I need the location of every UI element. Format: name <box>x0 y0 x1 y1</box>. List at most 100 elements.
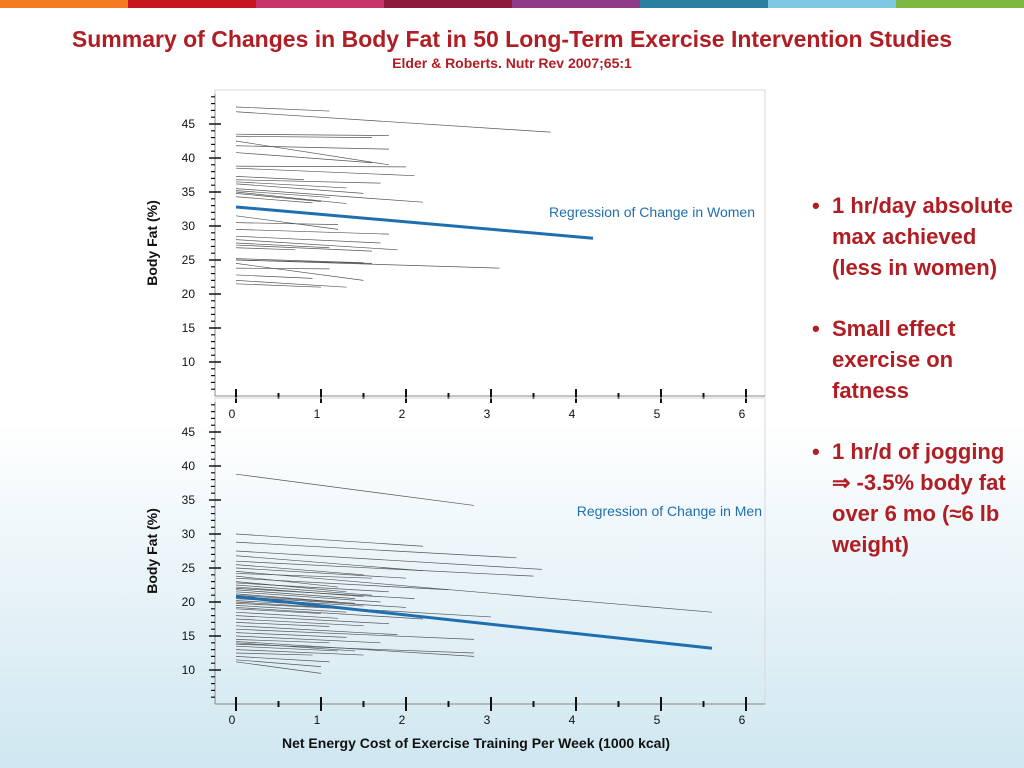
study-line <box>235 196 313 204</box>
study-line <box>235 591 381 603</box>
y-tick-label: 30 <box>182 527 196 541</box>
study-line <box>235 239 398 251</box>
x-tick-label: 4 <box>569 407 576 421</box>
study-line <box>235 111 551 133</box>
study-line <box>235 193 322 202</box>
study-line <box>235 573 373 579</box>
y-tick-label: 45 <box>182 117 196 131</box>
plot-frame <box>214 397 766 705</box>
study-line <box>235 588 415 599</box>
y-tick-label: 15 <box>182 629 196 643</box>
x-tick-label: 5 <box>654 713 661 727</box>
study-line <box>235 152 373 164</box>
study-line <box>235 135 373 138</box>
regression-label: Regression of Change in Men <box>577 503 762 519</box>
y-tick-label: 10 <box>182 663 196 677</box>
study-line <box>235 656 330 663</box>
study-line <box>235 608 322 614</box>
study-line <box>235 582 390 593</box>
x-axis-title: Net Energy Cost of Exercise Training Per… <box>282 735 670 751</box>
study-line <box>235 247 296 251</box>
x-tick-label: 0 <box>229 713 236 727</box>
study-line <box>235 645 339 652</box>
study-line <box>235 242 330 249</box>
slide-subtitle: Elder & Roberts. Nutr Rev 2007;65:1 <box>392 55 632 71</box>
study-line <box>235 191 347 204</box>
study-line <box>235 183 364 194</box>
study-line <box>235 259 373 264</box>
bullet-item: • 1 hr/d of jogging ⇒ -3.5% body fat ove… <box>812 436 1017 560</box>
study-line <box>235 593 339 603</box>
bullet-text: Small effect exercise on fatness <box>832 316 956 403</box>
color-bar-segment <box>512 0 640 8</box>
y-tick-label: 35 <box>182 185 196 199</box>
bullet-item: • 1 hr/day absolute max achieved (less i… <box>812 190 1017 283</box>
study-line <box>235 176 305 181</box>
study-line <box>235 106 330 112</box>
x-tick-label: 2 <box>399 407 406 421</box>
color-bar-segment <box>0 0 128 8</box>
y-tick-label: 10 <box>182 355 196 369</box>
study-line <box>235 560 534 577</box>
header-color-bar <box>0 0 1024 8</box>
color-bar-segment <box>128 0 256 8</box>
bullet-marker: • <box>812 439 820 464</box>
y-tick-label: 35 <box>182 493 196 507</box>
y-axis-title: Body Fat (%) <box>144 508 160 594</box>
color-bar-segment <box>896 0 1024 8</box>
study-line <box>235 258 364 264</box>
study-line <box>235 229 390 235</box>
x-tick-label: 3 <box>484 407 491 421</box>
study-line <box>235 267 330 270</box>
plot-frame <box>214 89 766 397</box>
color-bar-segment <box>384 0 512 8</box>
study-line <box>235 571 713 613</box>
study-line <box>235 283 322 288</box>
study-line <box>235 661 322 674</box>
study-line <box>235 581 347 593</box>
study-line <box>235 607 424 620</box>
x-tick-label: 5 <box>654 407 661 421</box>
study-line <box>235 659 322 667</box>
x-tick-label: 6 <box>739 713 746 727</box>
color-bar-segment <box>640 0 768 8</box>
x-tick-label: 1 <box>314 713 321 727</box>
study-line <box>235 555 424 572</box>
regression-label: Regression of Change in Women <box>549 204 755 220</box>
bullet-text: 1 hr/day absolute max achieved (less in … <box>832 193 1013 280</box>
study-line <box>235 642 356 652</box>
x-tick-label: 6 <box>739 407 746 421</box>
y-axis-title: Body Fat (%) <box>144 200 160 286</box>
x-tick-label: 4 <box>569 713 576 727</box>
study-line <box>235 263 364 281</box>
study-line <box>235 643 475 654</box>
study-line <box>235 179 381 184</box>
bullet-text: 1 hr/d of jogging ⇒ -3.5% body fat over … <box>832 439 1006 557</box>
study-line <box>235 167 415 177</box>
study-line <box>235 625 398 635</box>
study-line <box>235 181 347 189</box>
study-line <box>235 550 543 570</box>
study-line <box>235 618 364 627</box>
study-line <box>235 628 475 640</box>
regression-line <box>235 595 713 650</box>
y-tick-label: 20 <box>182 287 196 301</box>
study-line <box>235 244 373 252</box>
y-tick-label: 20 <box>182 595 196 609</box>
x-tick-label: 2 <box>399 713 406 727</box>
study-line <box>235 274 313 279</box>
bullet-list: • 1 hr/day absolute max achieved (less i… <box>812 190 1017 590</box>
color-bar-segment <box>768 0 896 8</box>
study-line <box>235 622 330 627</box>
y-tick-label: 40 <box>182 151 196 165</box>
study-line <box>235 605 347 613</box>
study-line <box>235 235 381 244</box>
study-line <box>235 575 339 588</box>
study-line <box>235 615 390 625</box>
study-line <box>235 473 475 506</box>
bullet-marker: • <box>812 316 820 341</box>
y-tick-label: 45 <box>182 425 196 439</box>
